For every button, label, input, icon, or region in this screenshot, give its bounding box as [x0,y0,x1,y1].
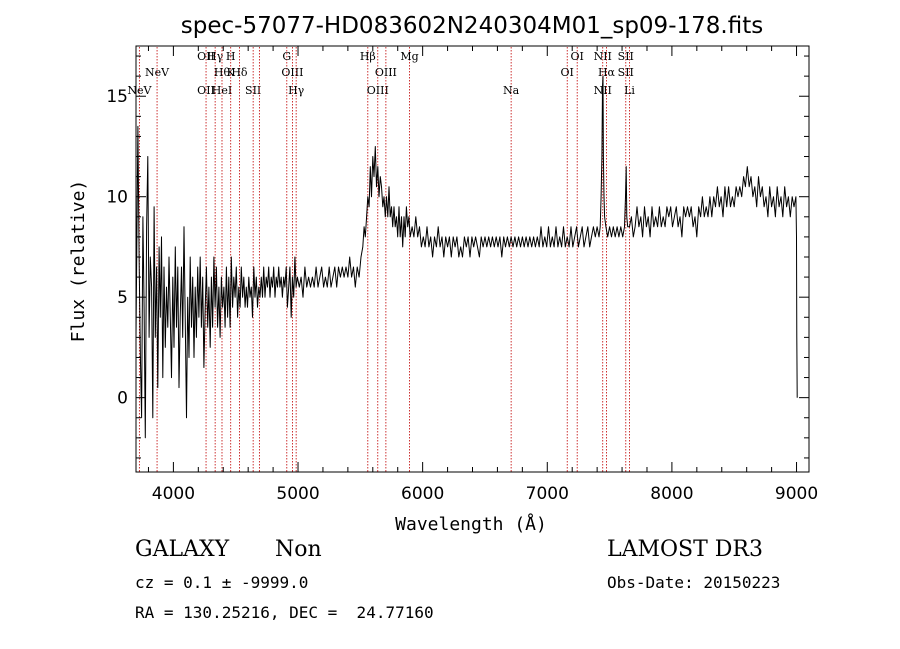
spectral-line-label: Hθ [214,66,231,79]
spectral-lines-layer: NeVNeVOIIOIIHγHθHeIHKHδSIIGOIIIHγHβOIIIO… [127,47,635,472]
x-tick-label: 5000 [276,484,319,504]
spectral-line-label: Hγ [207,50,224,63]
x-tick-label: 8000 [650,484,693,504]
spectral-line-label: Na [503,84,520,97]
x-tick-label: 4000 [152,484,195,504]
radec-line: RA = 130.25216, DEC = 24.77160 [135,603,434,622]
cz-line: cz = 0.1 ± -9999.0 [135,573,309,592]
flux-series-line [135,75,798,439]
y-axis-label: Flux (relative) [68,180,89,343]
spectral-line-label: SII [245,84,261,97]
spectral-line-label: HeI [212,84,232,97]
spectral-line-label: Hα [598,66,616,79]
class-label: GALAXY [135,537,230,562]
spectral-line-label: Li [624,84,635,97]
y-tick-label: 15 [106,87,128,107]
spectral-line-label: Hδ [231,66,248,79]
spectral-line-label: OII [197,50,215,63]
x-tick-label: 7000 [526,484,569,504]
x-axis-label: Wavelength (Å) [395,513,547,535]
spectral-line-label: Mg [400,50,418,63]
spectral-line-label: G [282,50,291,63]
survey-label: LAMOST DR3 [607,537,763,562]
spectral-line-label: NeV [145,66,170,79]
subclass-label: Non [275,537,322,562]
spectral-line-label: OIII [367,84,389,97]
spectral-line-label: OI [561,66,574,79]
x-tick-label: 6000 [401,484,444,504]
x-tick-label: 9000 [775,484,818,504]
spectral-line-label: K [227,66,236,79]
y-tick-label: 5 [117,288,128,308]
y-tick-label: 10 [106,188,128,208]
obs-date-line: Obs-Date: 20150223 [607,573,781,592]
spectral-line-label: SII [618,50,634,63]
spectral-line-label: OIII [375,66,397,79]
spectral-line-label: OIII [281,66,303,79]
axes-layer: 4000 5000 6000 7000 8000 9000 0 5 10 15 [106,45,818,504]
spectral-line-label: NeV [127,84,152,97]
spectral-line-label: SII [618,66,634,79]
spectral-line-label: Hβ [360,50,376,63]
plot-frame [135,45,810,473]
spectral-line-label: OI [571,50,584,63]
chart-title: spec-57077-HD083602N240304M01_sp09-178.f… [181,13,763,39]
y-tick-label: 0 [117,389,128,409]
spectral-line-label: H [226,50,236,63]
series-layer [135,75,798,439]
spectral-line-label: NII [594,50,612,63]
spectral-line-label: Hγ [288,84,305,97]
spectral-line-label: OII [197,84,215,97]
